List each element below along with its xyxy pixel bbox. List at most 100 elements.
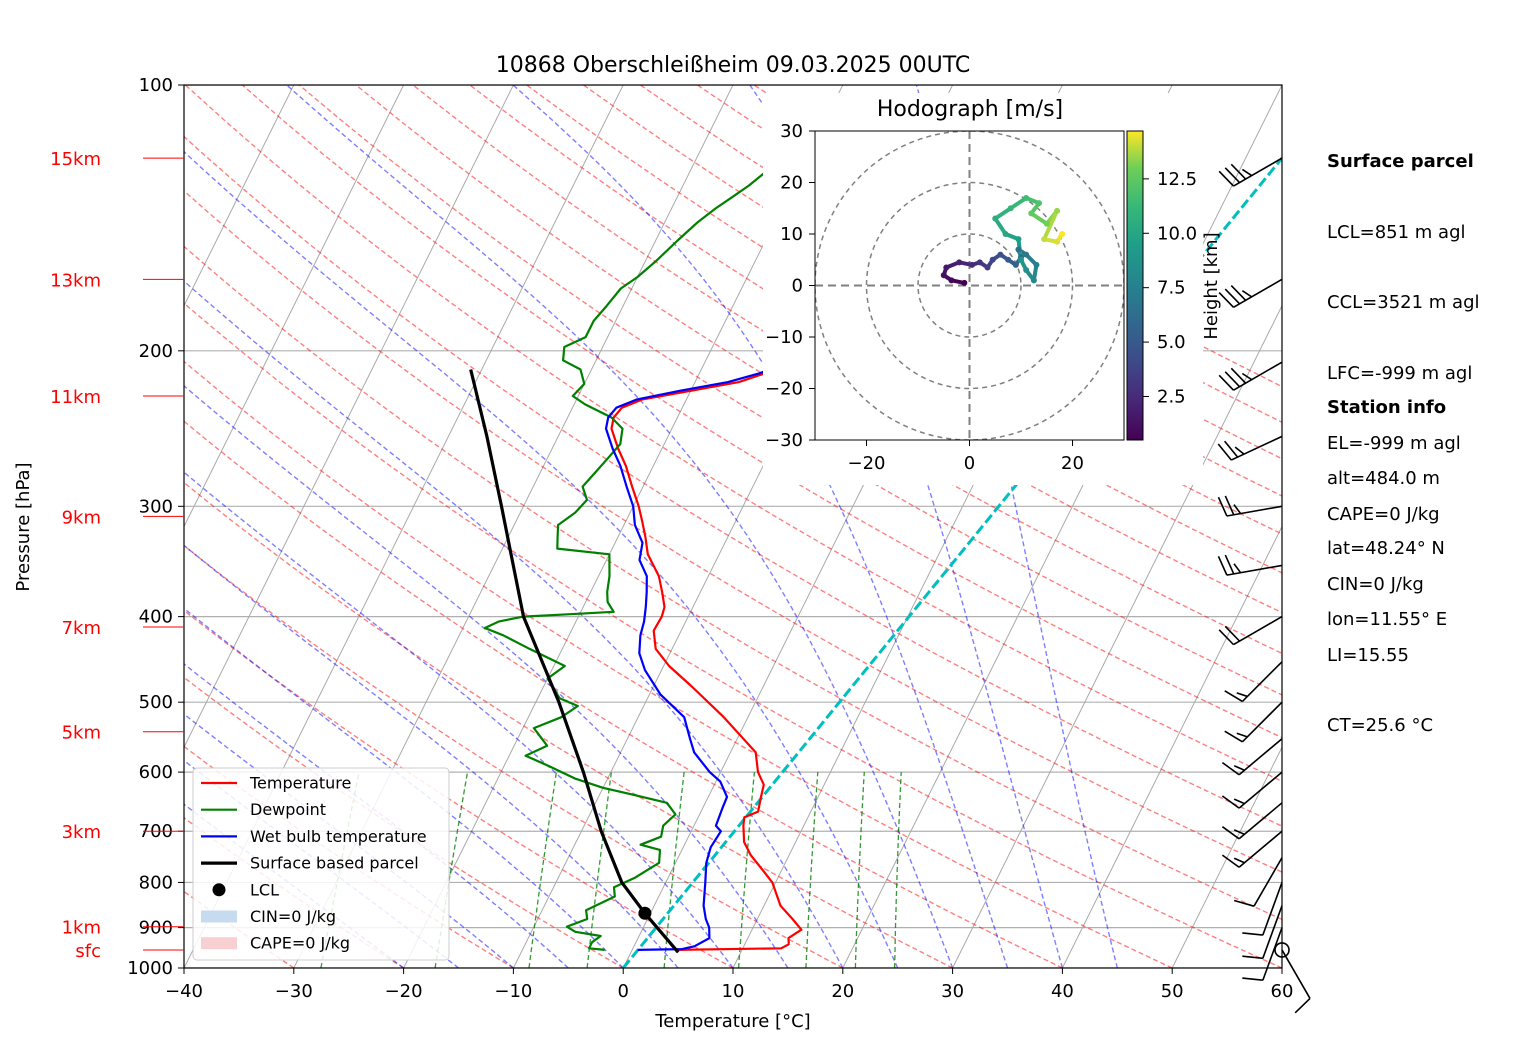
hodograph-point	[976, 259, 983, 266]
surface-parcel-title: Surface parcel	[1327, 151, 1474, 172]
mixing-ratio-line	[854, 772, 865, 968]
colorbar-tick-label: 12.5	[1157, 169, 1197, 190]
wind-barb-flag	[1221, 826, 1240, 840]
height-tick-label: 9km	[62, 507, 101, 528]
legend-box	[192, 767, 450, 961]
wind-barb	[1221, 802, 1283, 840]
moist-adiabat-line	[184, 544, 679, 968]
wind-barb-staff	[1262, 927, 1283, 981]
surface-parcel-line: LI=15.55	[1327, 644, 1409, 666]
wind-barb-flag	[1217, 496, 1228, 517]
x-axis-ticks: −40 −30 −20 −10 0 10 20 30 40 50 60	[165, 968, 1293, 1002]
hodograph-grid	[815, 131, 1124, 440]
wind-barb-flag	[1221, 761, 1240, 776]
hodograph-point	[984, 264, 991, 271]
hodograph-ring	[865, 181, 1074, 390]
wind-barb-flag	[1242, 977, 1263, 982]
wind-barb-staff	[1230, 435, 1283, 461]
wind-barb	[1217, 554, 1283, 576]
hodograph-point	[1015, 236, 1022, 243]
colorbar-tick-label: 7.5	[1157, 278, 1186, 299]
wind-barb-flag	[1224, 167, 1241, 184]
wind-barb	[1242, 927, 1283, 982]
colorbar	[1126, 130, 1144, 441]
mixing-ratio-line	[528, 772, 558, 968]
wind-barb-flag	[1230, 284, 1247, 301]
wind-barb-staff	[1233, 615, 1283, 646]
y-tick-label: 1000	[127, 958, 173, 979]
height-tick-label: 3km	[62, 822, 101, 843]
dewpoint-line	[483, 154, 782, 951]
wind-barb-flag	[1217, 555, 1228, 576]
mixing-ratio-line	[663, 772, 685, 968]
wind-barb	[1218, 278, 1283, 309]
wind-barb-flag	[1236, 732, 1248, 738]
wind-barb-flag	[1294, 997, 1311, 1014]
lcl-point	[638, 906, 652, 920]
wind-barb-flag	[1230, 163, 1247, 180]
wind-barb-flag	[1224, 730, 1243, 743]
hodograph-y-tick-label: 10	[780, 224, 803, 245]
wind-barb-staff	[1253, 857, 1283, 907]
station-info-panel: Station info alt=484.0 m lat=48.24° N lo…	[1327, 349, 1447, 655]
wind-barb-flag	[1224, 288, 1241, 305]
wind-barb-staff	[1238, 802, 1283, 840]
hodograph-y-tick-label: −10	[765, 327, 803, 348]
wind-barb-staff	[1262, 905, 1283, 959]
hodograph-y-tick-label: −20	[765, 379, 803, 400]
surface-parcel-line: CT=25.6 °C	[1327, 715, 1434, 736]
y-tick-label: 300	[139, 496, 173, 517]
hodograph-segment	[1029, 211, 1049, 226]
dry-adiabat-line	[184, 135, 1282, 827]
colorbar-tick-label: 2.5	[1157, 386, 1186, 407]
y-tick-label: 500	[139, 692, 173, 713]
hodograph-segment	[1008, 195, 1029, 211]
dry-adiabat-line	[184, 302, 1282, 968]
wind-barb	[1221, 830, 1283, 868]
surface-parcel-line: LCL=851 m agl	[1327, 221, 1466, 243]
legend-label: CIN=0 J/kg	[250, 907, 336, 926]
wind-barb-flag	[1234, 446, 1245, 455]
wind-barb-flag	[1233, 798, 1245, 805]
wind-barb-flag	[1242, 955, 1263, 960]
wind-barb-flag	[1221, 854, 1240, 868]
dry-adiabat-line	[184, 85, 1282, 783]
x-tick-label: −30	[275, 981, 313, 1002]
hodograph-point	[1015, 246, 1022, 253]
station-info-line: alt=484.0 m	[1327, 467, 1440, 489]
wind-barb	[1217, 495, 1283, 517]
hodograph-point	[1023, 251, 1030, 258]
wind-barb-flag	[1221, 795, 1240, 809]
surface-parcel-line: CCL=3521 m agl	[1327, 292, 1480, 313]
hodograph-point	[992, 215, 999, 222]
x-tick-label: 40	[1051, 981, 1074, 1002]
wind-barb-flag	[1224, 371, 1241, 388]
y-tick-label: 400	[139, 607, 173, 628]
legend-patch-swatch	[201, 937, 237, 950]
hodograph-point	[1043, 220, 1050, 227]
mixing-ratio-line	[586, 772, 613, 968]
wind-barb-flag	[1224, 625, 1241, 642]
wind-barb-flag	[1217, 443, 1232, 461]
wind-barb-flag	[1241, 290, 1253, 298]
hodograph-segment	[993, 216, 1008, 236]
wind-barb-flag	[1224, 554, 1235, 575]
colorbar-label: Height [km]	[1201, 232, 1222, 339]
wind-barb-staff	[1281, 949, 1311, 999]
dry-adiabat-line	[184, 420, 1063, 968]
isotherm-line	[1171, 746, 1282, 968]
hodograph-segment	[1042, 208, 1060, 242]
hodograph-point	[956, 259, 963, 266]
legend-label: Temperature	[249, 774, 351, 793]
colorbar-ticks: 2.5 5.0 7.5 10.0 12.5	[1143, 169, 1197, 407]
wind-barb-staff	[1238, 830, 1283, 868]
legend-patch-swatch	[201, 910, 237, 923]
height-tick-label: sfc	[75, 941, 101, 962]
station-info-title: Station info	[1327, 397, 1447, 418]
legend-label: Dewpoint	[250, 800, 326, 819]
x-tick-label: −20	[385, 981, 423, 1002]
x-tick-label: 10	[722, 981, 745, 1002]
y-tick-label: 900	[139, 918, 173, 939]
